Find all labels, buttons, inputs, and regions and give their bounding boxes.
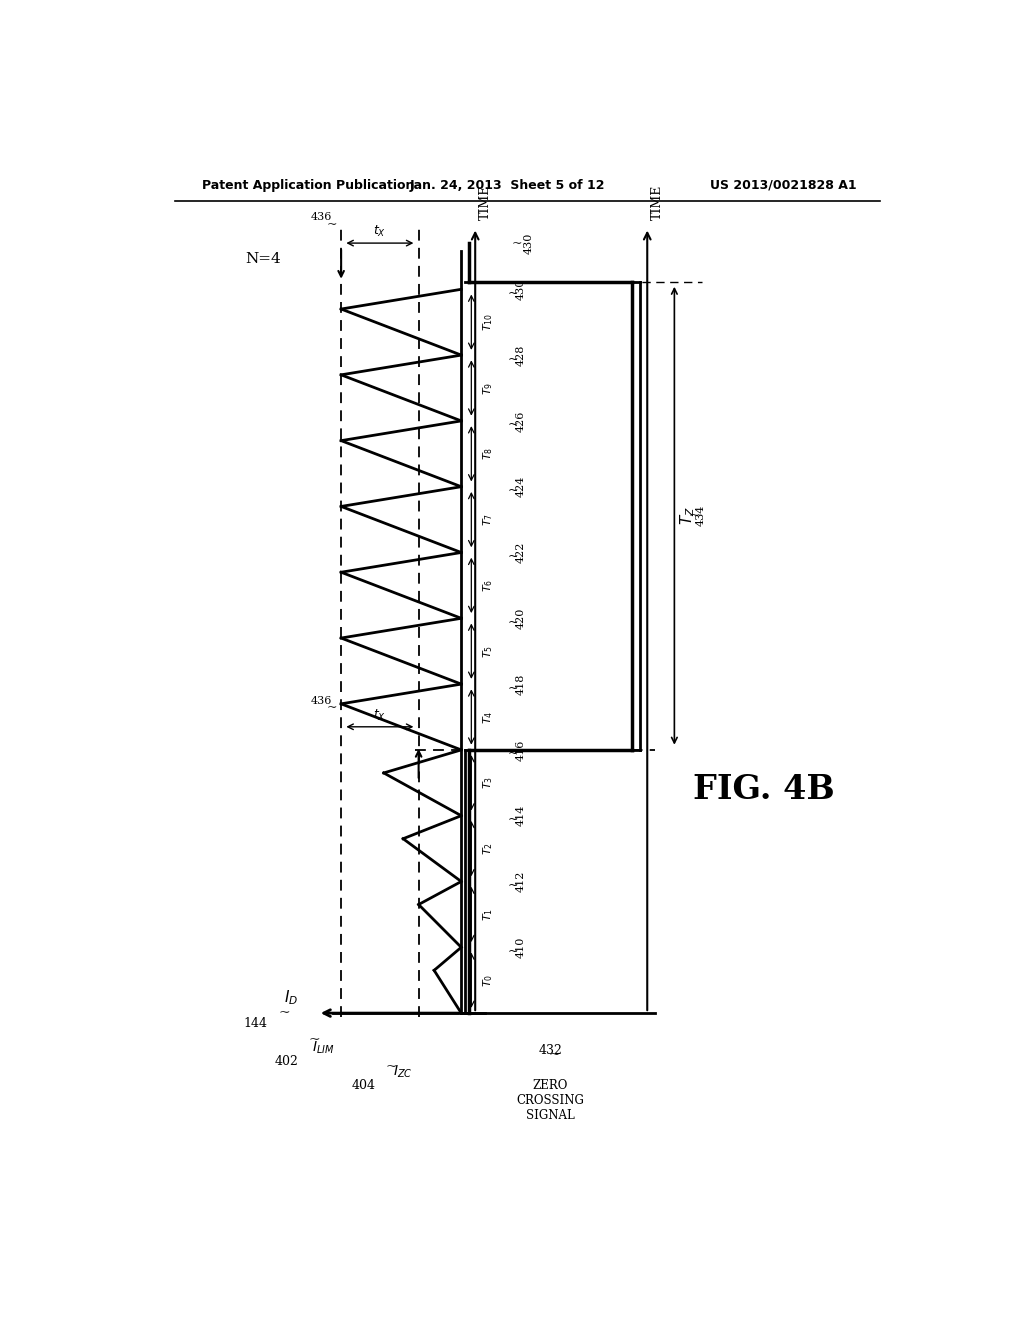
Text: ~: ~ xyxy=(508,615,518,628)
Text: 430: 430 xyxy=(523,232,534,253)
Text: ~: ~ xyxy=(508,747,518,760)
Text: $t_X$: $t_X$ xyxy=(374,224,386,239)
Text: ~: ~ xyxy=(279,1006,291,1020)
Text: $I_{LIM}$: $I_{LIM}$ xyxy=(312,1040,335,1056)
Text: ~: ~ xyxy=(308,1032,319,1047)
Text: 430: 430 xyxy=(515,279,525,300)
Text: 428: 428 xyxy=(515,345,525,366)
Text: ~: ~ xyxy=(512,238,522,249)
Text: ~: ~ xyxy=(508,681,518,694)
Text: ~: ~ xyxy=(508,813,518,826)
Text: ~: ~ xyxy=(508,286,518,300)
Text: ~: ~ xyxy=(688,508,700,523)
Text: $T_4$: $T_4$ xyxy=(481,710,496,723)
Text: ~: ~ xyxy=(508,879,518,892)
Text: $T_3$: $T_3$ xyxy=(481,776,496,789)
Text: $T_6$: $T_6$ xyxy=(481,578,496,591)
Text: $t_X$: $t_X$ xyxy=(374,708,386,723)
Text: ~: ~ xyxy=(508,352,518,366)
Text: $T_{10}$: $T_{10}$ xyxy=(481,313,496,331)
Text: 404: 404 xyxy=(352,1078,376,1092)
Text: ~: ~ xyxy=(508,945,518,957)
Text: ~: ~ xyxy=(327,218,337,231)
Text: $T_Z$: $T_Z$ xyxy=(678,507,697,525)
Text: $I_D$: $I_D$ xyxy=(285,989,299,1007)
Text: $T_1$: $T_1$ xyxy=(481,908,496,921)
Text: ~: ~ xyxy=(508,550,518,562)
Text: $T_0$: $T_0$ xyxy=(481,974,496,987)
Text: US 2013/0021828 A1: US 2013/0021828 A1 xyxy=(710,178,856,191)
Text: ZERO
CROSSING
SIGNAL: ZERO CROSSING SIGNAL xyxy=(516,1078,585,1122)
Text: $I_{ZC}$: $I_{ZC}$ xyxy=(393,1063,413,1080)
Text: 424: 424 xyxy=(515,477,525,498)
Text: 402: 402 xyxy=(274,1056,299,1068)
Text: $T_2$: $T_2$ xyxy=(481,842,496,855)
Text: 414: 414 xyxy=(515,805,525,826)
Text: 436: 436 xyxy=(311,213,333,222)
Text: ~: ~ xyxy=(508,484,518,498)
Text: 434: 434 xyxy=(696,506,707,527)
Text: $T_9$: $T_9$ xyxy=(481,381,496,395)
Text: ~: ~ xyxy=(549,1048,560,1063)
Text: 144: 144 xyxy=(244,1016,267,1030)
Text: Jan. 24, 2013  Sheet 5 of 12: Jan. 24, 2013 Sheet 5 of 12 xyxy=(410,178,605,191)
Text: Patent Application Publication: Patent Application Publication xyxy=(202,178,414,191)
Text: $T_7$: $T_7$ xyxy=(481,513,496,527)
Text: 410: 410 xyxy=(515,937,525,958)
Text: 436: 436 xyxy=(311,696,333,706)
Text: ~: ~ xyxy=(386,1060,397,1074)
Text: 416: 416 xyxy=(515,739,525,760)
Text: $T_8$: $T_8$ xyxy=(481,447,496,461)
Text: 432: 432 xyxy=(539,1044,562,1057)
Text: 412: 412 xyxy=(515,871,525,892)
Text: ~: ~ xyxy=(327,701,337,714)
Text: 422: 422 xyxy=(515,541,525,564)
Text: FIG. 4B: FIG. 4B xyxy=(692,774,835,807)
Text: $T_5$: $T_5$ xyxy=(481,644,496,657)
Text: 426: 426 xyxy=(515,411,525,432)
Text: TIME: TIME xyxy=(479,185,493,220)
Text: 418: 418 xyxy=(515,673,525,694)
Text: N=4: N=4 xyxy=(246,252,282,267)
Text: ~: ~ xyxy=(508,418,518,432)
Text: 420: 420 xyxy=(515,607,525,630)
Text: TIME: TIME xyxy=(651,185,665,220)
